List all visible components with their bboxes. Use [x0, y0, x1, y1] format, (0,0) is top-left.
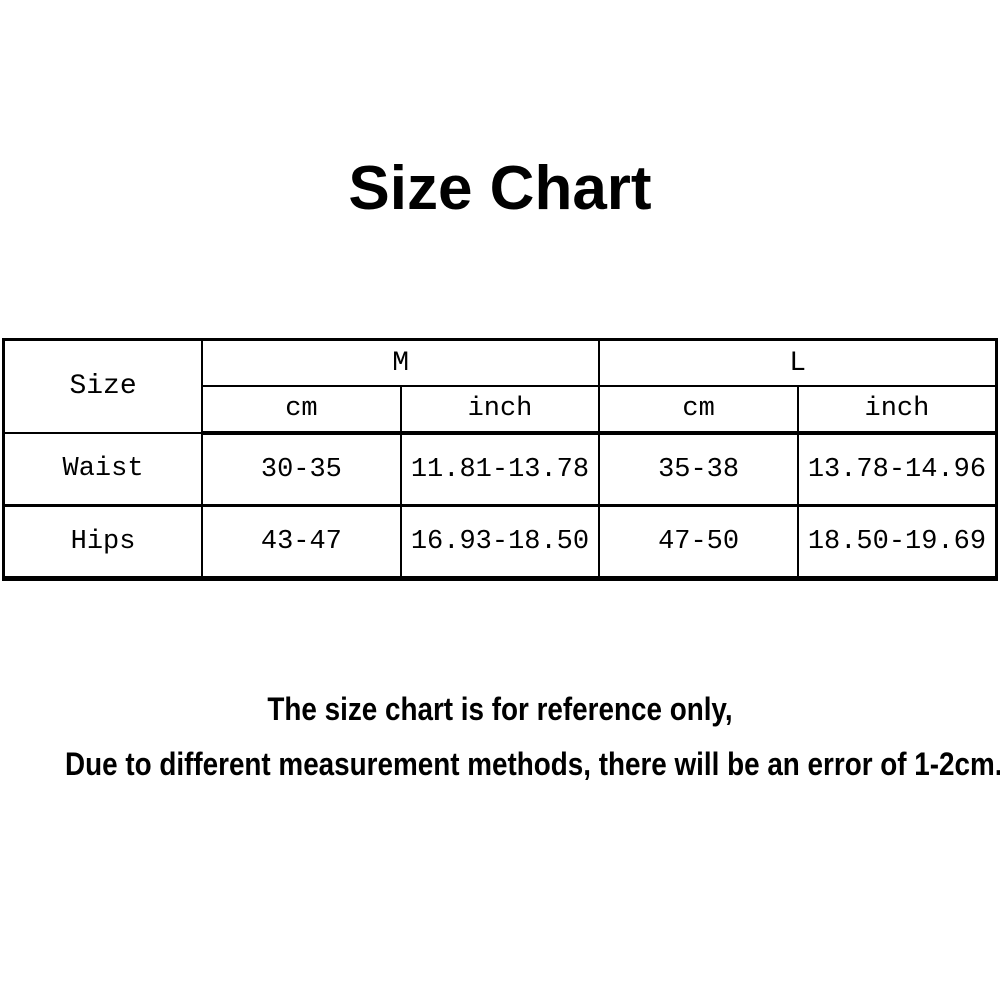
cell-waist-l-inch: 13.78-14.96: [796, 432, 998, 507]
cell-hips-m-cm: 43-47: [201, 504, 402, 580]
cell-hips-l-cm: 47-50: [598, 504, 799, 580]
page-title: Size Chart: [348, 154, 652, 223]
table-row-waist: Waist 30-35 11.81-13.78 35-38 13.78-14.9…: [2, 432, 998, 507]
unit-header-m-cm: cm: [201, 385, 402, 435]
group-header-l: L: [598, 338, 998, 387]
unit-header-l-cm: cm: [598, 385, 799, 435]
cell-hips-l-inch: 18.50-19.69: [796, 504, 998, 580]
size-corner-header-cell: Size: [2, 338, 204, 434]
footer-note-line1: The size chart is for reference only,: [267, 691, 733, 727]
cell-waist-m-cm: 30-35: [201, 432, 402, 507]
table-row-unit-headers: cm inch cm inch: [4, 385, 998, 435]
size-table: Size M L cm inch cm inch Waist 30-35 11.…: [2, 338, 998, 581]
cell-waist-l-cm: 35-38: [598, 432, 799, 507]
unit-header-m-inch: inch: [399, 385, 601, 435]
table-row-hips: Hips 43-47 16.93-18.50 47-50 18.50-19.69: [2, 504, 998, 580]
cell-hips-m-inch: 16.93-18.50: [399, 504, 601, 580]
row-label-hips: Hips: [2, 504, 204, 580]
row-label-waist: Waist: [2, 432, 204, 507]
footer-disclaimer: The size chart is for reference only, Du…: [0, 693, 1000, 780]
group-header-m: M: [201, 338, 601, 387]
cell-waist-m-inch: 11.81-13.78: [399, 432, 601, 507]
unit-header-l-inch: inch: [796, 385, 998, 435]
table-row-group-headers: Size M L: [2, 338, 998, 434]
footer-note-line2: Due to different measurement methods, th…: [65, 746, 1000, 782]
